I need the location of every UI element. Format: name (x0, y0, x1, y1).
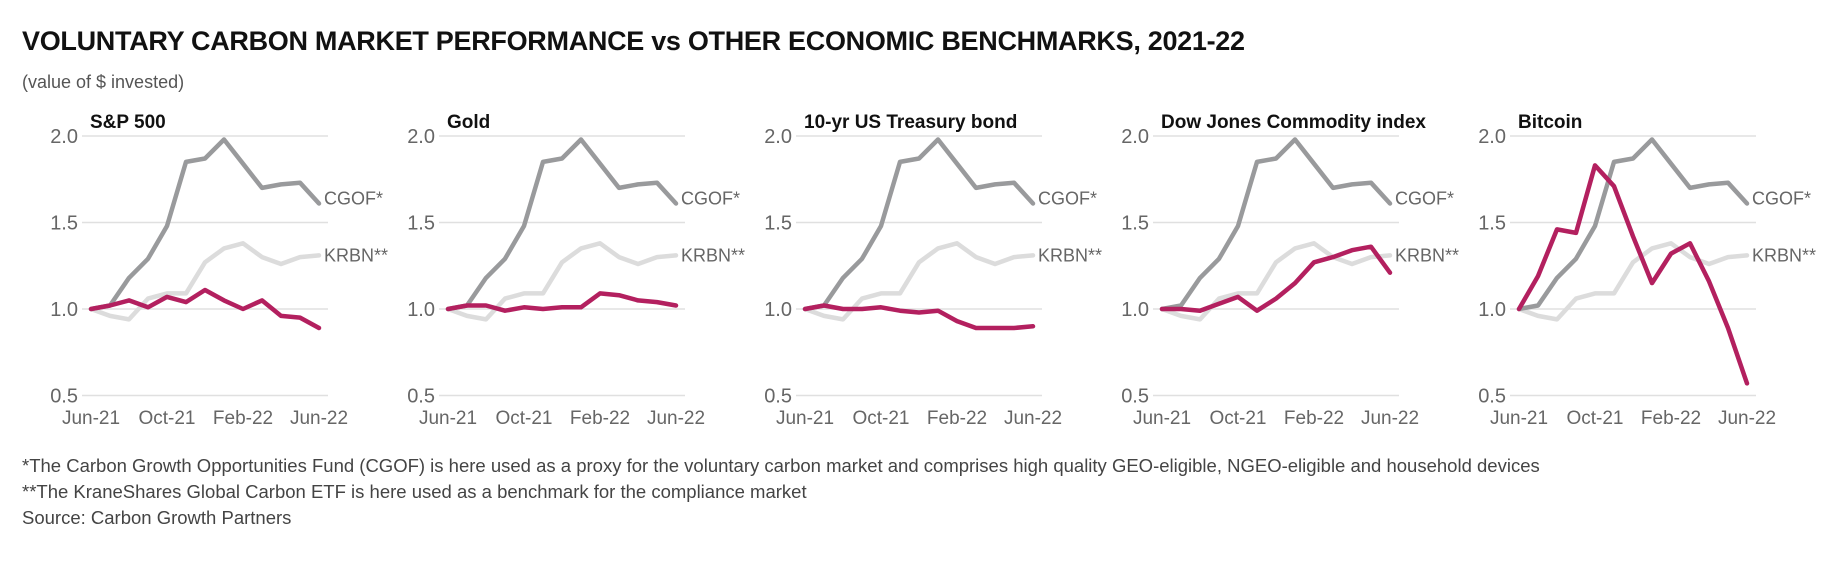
cgof-line (1159, 137, 1393, 312)
x-tick-label: Feb-22 (1284, 408, 1344, 429)
panel-title: 10-yr US Treasury bond (804, 112, 1017, 133)
krbn-line (1516, 241, 1750, 322)
y-tick-label: 1.0 (407, 299, 435, 321)
x-tick-label: Feb-22 (927, 408, 987, 429)
krbn-line (88, 241, 322, 322)
krbn-series-label: KRBN** (1038, 245, 1102, 265)
cgof-line (1516, 137, 1750, 312)
panel-title: Dow Jones Commodity index (1161, 112, 1426, 133)
y-tick-label: 1.0 (764, 299, 792, 321)
x-tick-label: Oct-21 (138, 408, 195, 429)
panel-title: Gold (447, 112, 490, 133)
x-tick-label: Feb-22 (213, 408, 273, 429)
source-note: Source: Carbon Growth Partners (22, 507, 292, 528)
x-tick-label: Jun-21 (419, 408, 477, 429)
y-tick-label: 0.5 (50, 386, 78, 408)
chart-title: VOLUNTARY CARBON MARKET PERFORMANCE vs O… (22, 26, 1245, 56)
x-tick-label: Jun-22 (1361, 408, 1419, 429)
footnote-krbn: **The KraneShares Global Carbon ETF is h… (22, 481, 807, 502)
benchmark-line (1516, 163, 1750, 386)
krbn-series-label: KRBN** (1395, 245, 1459, 265)
benchmark-line (88, 287, 322, 331)
cgof-line (802, 137, 1036, 312)
y-tick-label: 1.5 (407, 213, 435, 235)
krbn-series-label: KRBN** (1752, 245, 1816, 265)
y-tick-label: 1.5 (50, 213, 78, 235)
krbn-line (802, 241, 1036, 322)
x-tick-label: Jun-21 (776, 408, 834, 429)
krbn-series-label: KRBN** (324, 245, 388, 265)
cgof-line (88, 137, 322, 312)
benchmark-line (445, 291, 679, 313)
x-tick-label: Oct-21 (1209, 408, 1266, 429)
x-tick-label: Jun-22 (1718, 408, 1776, 429)
x-tick-label: Oct-21 (495, 408, 552, 429)
y-tick-label: 2.0 (1478, 126, 1506, 148)
cgof-series-label: CGOF* (681, 188, 740, 208)
panel-title: Bitcoin (1518, 112, 1582, 133)
chart-subtitle: (value of $ invested) (22, 72, 185, 92)
y-tick-label: 0.5 (1478, 386, 1506, 408)
y-tick-label: 2.0 (764, 126, 792, 148)
y-tick-label: 1.5 (1121, 213, 1149, 235)
krbn-series-label: KRBN** (681, 245, 745, 265)
cgof-series-label: CGOF* (1038, 188, 1097, 208)
x-tick-label: Jun-21 (1490, 408, 1548, 429)
x-tick-label: Oct-21 (1566, 408, 1623, 429)
y-tick-label: 2.0 (1121, 126, 1149, 148)
x-tick-label: Jun-21 (62, 408, 120, 429)
x-tick-label: Jun-22 (647, 408, 705, 429)
y-tick-label: 1.0 (1478, 299, 1506, 321)
y-tick-label: 1.5 (1478, 213, 1506, 235)
y-tick-label: 2.0 (407, 126, 435, 148)
x-tick-label: Oct-21 (852, 408, 909, 429)
footnote-cgof: *The Carbon Growth Opportunities Fund (C… (22, 455, 1540, 476)
benchmark-line (802, 303, 1036, 331)
y-tick-label: 0.5 (407, 386, 435, 408)
y-tick-label: 0.5 (1121, 386, 1149, 408)
y-tick-label: 1.5 (764, 213, 792, 235)
cgof-line (445, 137, 679, 312)
krbn-line (445, 241, 679, 322)
x-tick-label: Jun-22 (290, 408, 348, 429)
krbn-line (1159, 241, 1393, 322)
panel-title: S&P 500 (90, 112, 166, 133)
y-tick-label: 2.0 (50, 126, 78, 148)
cgof-series-label: CGOF* (1752, 188, 1811, 208)
cgof-series-label: CGOF* (1395, 188, 1454, 208)
x-tick-label: Jun-21 (1133, 408, 1191, 429)
y-tick-label: 1.0 (50, 299, 78, 321)
cgof-series-label: CGOF* (324, 188, 383, 208)
y-tick-label: 1.0 (1121, 299, 1149, 321)
x-tick-label: Jun-22 (1004, 408, 1062, 429)
y-tick-label: 0.5 (764, 386, 792, 408)
benchmark-line (1159, 244, 1393, 313)
x-tick-label: Feb-22 (570, 408, 630, 429)
x-tick-label: Feb-22 (1641, 408, 1701, 429)
